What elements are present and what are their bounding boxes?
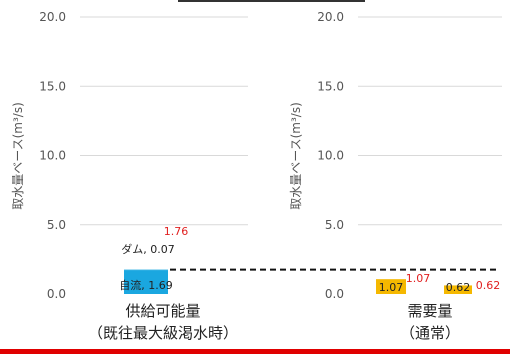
bar-natural-flow bbox=[124, 270, 168, 294]
y-ticks-right: 0.0 5.0 10.0 15.0 20.0 bbox=[317, 10, 502, 301]
bar-dam bbox=[124, 269, 168, 271]
supply-bars: 自流, 1.69 ダム, 0.07 1.76 bbox=[119, 225, 188, 294]
demand-bars: 1.071.07 0.62 0.62 bbox=[376, 272, 500, 294]
y-tick-label: 0.0 bbox=[325, 287, 344, 301]
y-tick-label: 15.0 bbox=[39, 79, 66, 93]
total-label-demand-1: 1.07 bbox=[406, 272, 431, 285]
data-label-dam: ダム, 0.07 bbox=[121, 242, 175, 256]
y-axis-label-right: 取水量ベース(m³/s) bbox=[289, 102, 303, 210]
y-tick-label: 5.0 bbox=[47, 218, 66, 232]
bottom-red-rule bbox=[0, 349, 510, 354]
data-label-demand-2: 0.62 bbox=[446, 281, 471, 294]
bar-demand-1 bbox=[376, 279, 406, 294]
category-sub-label-supply: （既往最大級渇水時） bbox=[88, 324, 238, 342]
bar-demand-2 bbox=[444, 285, 472, 294]
y-tick-label: 10.0 bbox=[317, 149, 344, 163]
category-label-demand: 需要量 bbox=[407, 302, 452, 320]
y-tick-label: 0.0 bbox=[47, 287, 66, 301]
y-ticks-left: 0.0 5.0 10.0 15.0 20.0 bbox=[39, 10, 248, 301]
demand-chart: 取水量ベース(m³/s) 0.0 5.0 10.0 15.0 20.0 1.071.07… bbox=[289, 10, 502, 342]
y-tick-label: 10.0 bbox=[39, 149, 66, 163]
total-label-supply: 1.76 bbox=[164, 225, 189, 238]
y-axis-label-left: 取水量ベース(m³/s) bbox=[11, 102, 25, 210]
category-label-supply: 供給可能量 bbox=[125, 302, 200, 320]
y-tick-label: 15.0 bbox=[317, 79, 344, 93]
data-label-natural-flow: 自流, 1.69 bbox=[119, 278, 173, 292]
y-tick-label: 5.0 bbox=[325, 218, 344, 232]
data-label-demand-1: 1.07 bbox=[379, 281, 404, 294]
y-tick-label: 20.0 bbox=[317, 10, 344, 24]
y-tick-label: 20.0 bbox=[39, 10, 66, 24]
category-sub-label-demand: （通常） bbox=[400, 324, 460, 342]
total-label-demand-2: 0.62 bbox=[476, 279, 501, 292]
supply-chart: 取水量ベース(m³/s) 0.0 5.0 10.0 15.0 20.0 自流, 1.69… bbox=[11, 10, 248, 342]
